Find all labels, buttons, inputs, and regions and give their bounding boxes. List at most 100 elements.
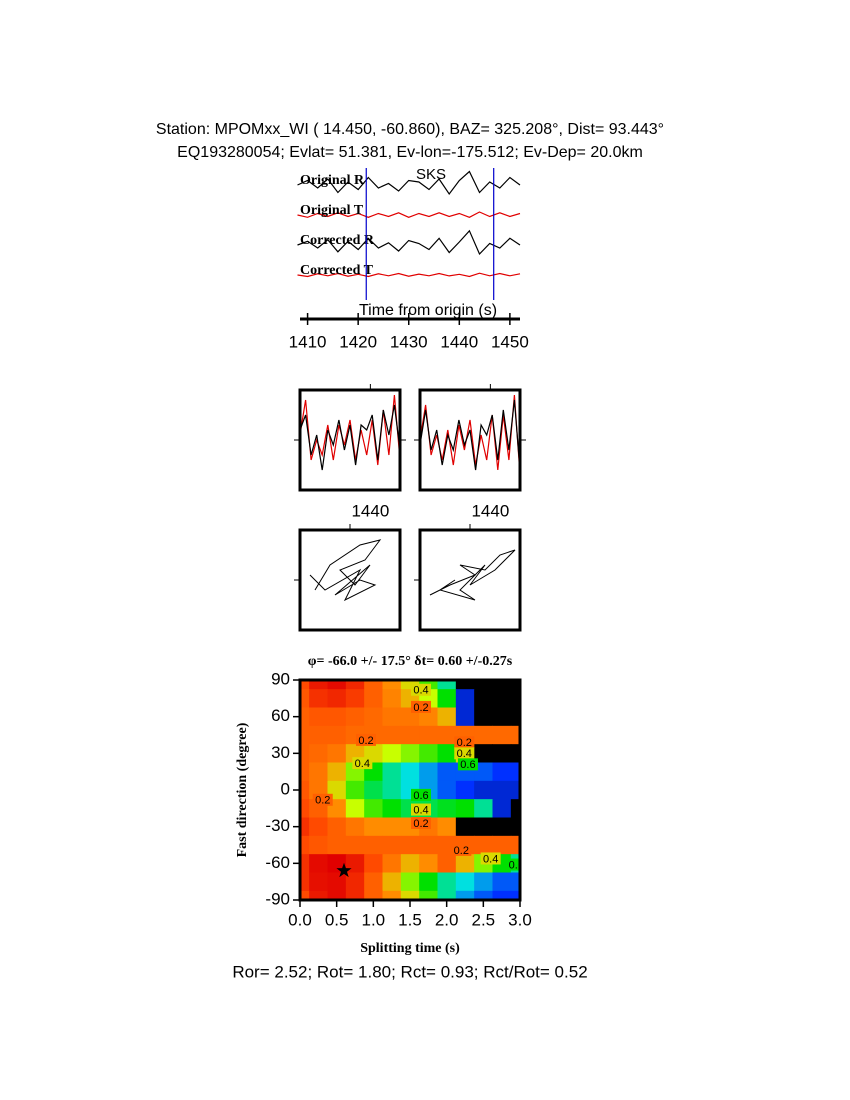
cell (437, 680, 457, 690)
contour-label-box (480, 852, 501, 865)
cell (300, 744, 310, 763)
contour-label: 0.4 (355, 758, 370, 770)
best-fit-star (336, 862, 352, 878)
cell (309, 872, 328, 892)
cell (327, 890, 347, 900)
x-tick-label: 0.5 (325, 910, 349, 929)
contour-label: 0.4 (413, 804, 428, 816)
cell (345, 780, 365, 800)
contour-label-box (411, 700, 431, 713)
contour-label-box (454, 747, 475, 760)
cell (510, 780, 520, 800)
cell (345, 835, 365, 855)
trace-label: Original T (300, 203, 364, 218)
y-tick-label: 30 (271, 743, 290, 762)
cell (510, 817, 520, 837)
cell (309, 817, 328, 837)
cell (474, 780, 493, 800)
contour-label-box (411, 683, 431, 696)
cell (382, 744, 402, 763)
cell (400, 835, 420, 855)
cell (300, 680, 310, 690)
cell (492, 744, 512, 763)
cell (345, 872, 365, 892)
cell (437, 890, 457, 900)
y-axis-label: Fast direction (degree) (235, 722, 250, 857)
waveform (419, 399, 521, 471)
cell (300, 835, 310, 855)
x-tick-label: 3.0 (508, 910, 532, 929)
cell (510, 744, 520, 763)
cell (327, 817, 347, 837)
cell (510, 835, 520, 855)
cell (510, 872, 520, 892)
cell (309, 762, 328, 782)
cell (474, 872, 493, 892)
cell (382, 780, 402, 800)
footer-text: Ror= 2.52; Rot= 1.80; Rct= 0.93; Rct/Rot… (232, 962, 587, 981)
cell (300, 762, 310, 782)
cell (474, 707, 493, 727)
cell (492, 762, 512, 782)
contour-label-box (506, 858, 520, 871)
cell (300, 817, 310, 837)
cell (492, 780, 512, 800)
cell (437, 854, 457, 873)
cell (455, 817, 475, 837)
trace-label: Corrected R (300, 233, 375, 248)
cell (474, 725, 493, 745)
cell (364, 854, 383, 873)
cell (382, 799, 402, 818)
cell (382, 725, 402, 745)
cell (327, 725, 347, 745)
x-tick-label: 0.0 (288, 910, 312, 929)
cell (455, 707, 475, 727)
y-tick-label: 60 (271, 706, 290, 725)
x-tick-label: 1450 (491, 332, 529, 351)
x-tick-label: 1420 (339, 332, 377, 351)
x-tick-label: 1410 (289, 332, 327, 351)
cell (327, 835, 347, 855)
contour-label: 0.6 (413, 790, 428, 802)
contour-label: 0.2 (413, 818, 428, 830)
cell (437, 780, 457, 800)
cell (382, 835, 402, 855)
contour-label-box (352, 757, 373, 770)
cell (455, 680, 475, 690)
cell (419, 762, 438, 782)
contour-label-box (411, 803, 431, 816)
cell (364, 689, 383, 708)
cell (510, 680, 520, 690)
x-tick-label: 1.5 (398, 910, 422, 929)
cell (309, 854, 328, 873)
cell (300, 890, 310, 900)
cell (345, 817, 365, 837)
cell (345, 890, 365, 900)
chart-title: φ= -66.0 +/- 17.5° δt= 0.60 +/-0.27s (308, 654, 513, 669)
cell (437, 725, 457, 745)
trace-label: Original R (300, 173, 365, 188)
cell (309, 689, 328, 708)
cell (455, 799, 475, 818)
cell (474, 744, 493, 763)
cell (364, 799, 383, 818)
cell (492, 799, 512, 818)
phase-label: SKS (416, 166, 446, 183)
trace (297, 211, 521, 218)
contour-label-box (454, 736, 475, 749)
cell (300, 780, 310, 800)
cell (364, 780, 383, 800)
cell (309, 835, 328, 855)
cell (382, 762, 402, 782)
cell (492, 835, 512, 855)
x-tick-label: 1440 (440, 332, 478, 351)
header-line: EQ193280054; Evlat= 51.381, Ev-lon=-175.… (177, 144, 643, 161)
cell (309, 680, 328, 690)
cell (382, 680, 402, 690)
cell (437, 689, 457, 708)
cell (382, 817, 402, 837)
cell (455, 780, 475, 800)
contour-label-box (451, 843, 472, 856)
contour-label-box (457, 758, 478, 771)
